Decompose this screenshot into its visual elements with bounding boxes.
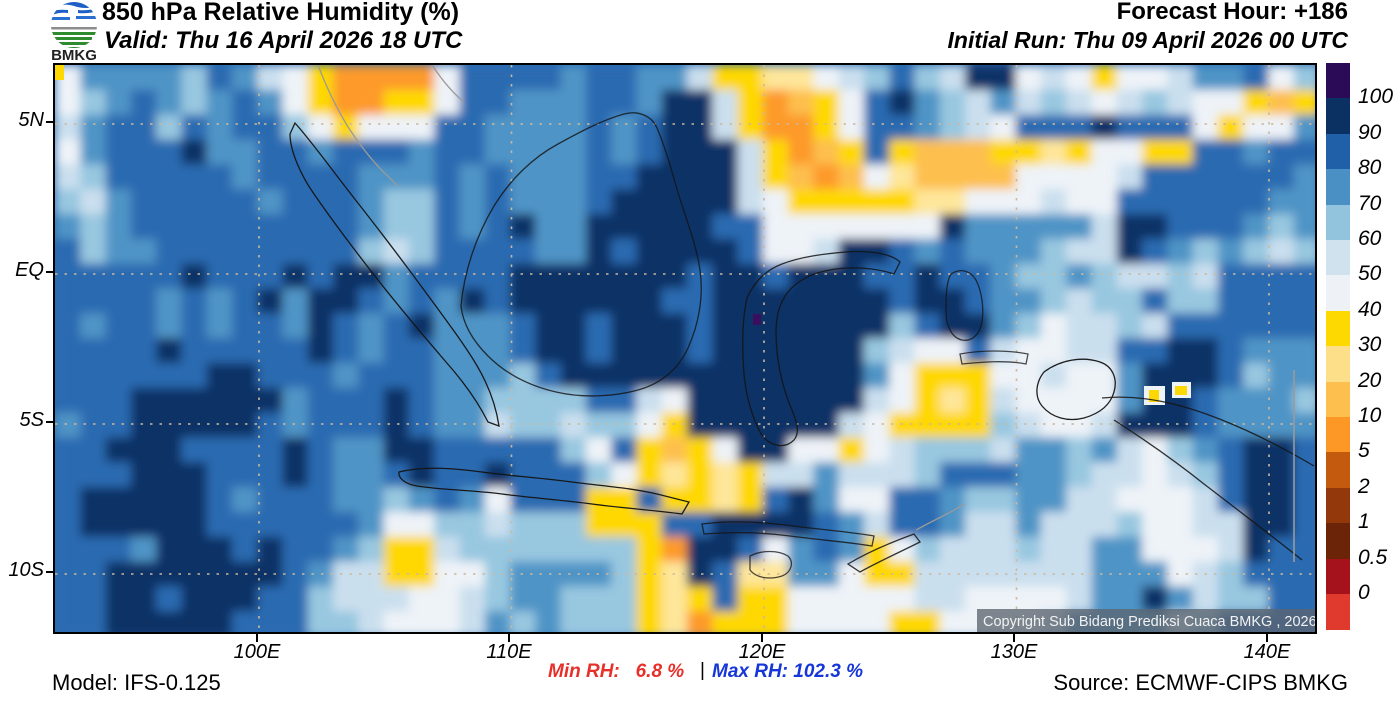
svg-text:BMKG: BMKG (51, 47, 97, 62)
